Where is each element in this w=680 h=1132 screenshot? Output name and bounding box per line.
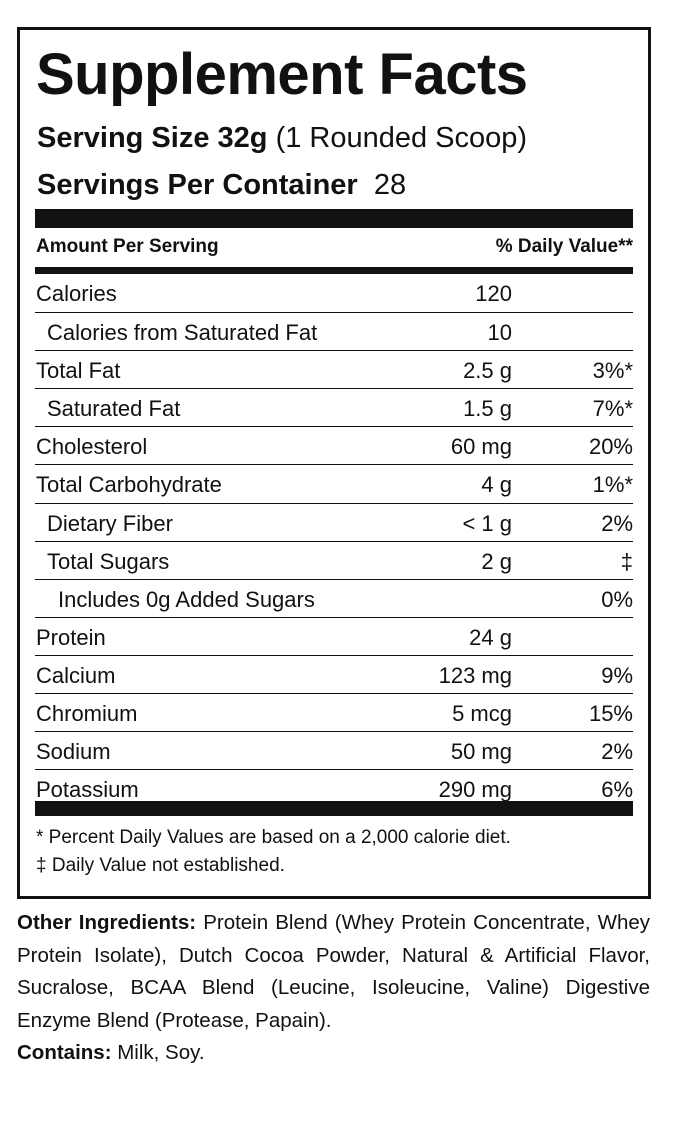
- nutrient-amount: 1.5 g: [463, 396, 512, 422]
- servings-value: 28: [373, 169, 407, 201]
- serving-size: Serving Size 32g (1 Rounded Scoop): [37, 124, 527, 153]
- nutrient-row: Chromium 5 mcg 15%: [35, 693, 633, 731]
- nutrient-name: Saturated Fat: [47, 396, 181, 422]
- nutrient-amount: 4 g: [481, 472, 512, 498]
- nutrient-amount: 5 mcg: [452, 701, 512, 727]
- nutrient-row: Cholesterol 60 mg 20%: [35, 426, 633, 464]
- other-ingredients: Other Ingredients: Protein Blend (Whey P…: [17, 907, 650, 1037]
- nutrient-row: Saturated Fat 1.5 g 7%*: [35, 388, 633, 426]
- nutrient-amount: < 1 g: [462, 510, 512, 536]
- nutrient-row: Sodium 50 mg 2%: [35, 731, 633, 769]
- nutrient-amount: 24 g: [469, 624, 512, 650]
- nutrient-amount: 50 mg: [450, 739, 512, 765]
- nutrient-name: Calories from Saturated Fat: [47, 320, 318, 346]
- divider-bar-header: [35, 267, 633, 274]
- nutrient-row: Calories from Saturated Fat 10: [35, 312, 633, 350]
- nutrient-row: Total Sugars 2 g ‡: [35, 540, 633, 579]
- nutrient-amount: 10: [487, 320, 512, 346]
- contains-label: Contains:: [17, 1041, 112, 1064]
- nutrient-row: Protein 24 g: [35, 616, 633, 655]
- nutrient-name: Dietary Fiber: [47, 510, 173, 536]
- serving-size-value: (1 Rounded Scoop): [275, 122, 528, 154]
- panel-title: Supplement Facts: [36, 42, 528, 107]
- nutrient-daily-value: 9%: [601, 662, 633, 688]
- other-ingredients-label: Other Ingredients:: [17, 911, 197, 934]
- supplement-facts-panel: Supplement Facts Serving Size 32g (1 Rou…: [17, 27, 651, 899]
- nutrient-amount: 60 mg: [450, 434, 512, 460]
- nutrient-row: Total Fat 2.5 g 3%*: [35, 350, 633, 388]
- nutrient-daily-value: ‡: [620, 548, 633, 574]
- nutrient-name: Includes 0g Added Sugars: [58, 586, 315, 612]
- nutrient-daily-value: 3%*: [592, 358, 633, 384]
- nutrient-name: Total Sugars: [47, 548, 170, 574]
- nutrient-row: Total Carbohydrate 4 g 1%*: [35, 464, 633, 502]
- other-ingredients-text: Protein Blend (Whey Protein Concentrate,…: [17, 911, 651, 1032]
- nutrient-name: Potassium: [36, 777, 139, 803]
- servings-label: Servings Per Container: [37, 169, 358, 201]
- nutrient-table: Calories 120 Calories from Saturated Fat 10…: [35, 274, 633, 807]
- nutrient-name: Total Carbohydrate: [36, 472, 222, 498]
- nutrient-daily-value: 6%: [601, 777, 633, 803]
- nutrient-name: Sodium: [36, 739, 111, 765]
- nutrient-daily-value: 2%: [601, 510, 633, 536]
- footnote-daily-values: * Percent Daily Values are based on a 2,…: [36, 827, 511, 848]
- nutrient-name: Chromium: [36, 701, 138, 727]
- nutrient-name: Calcium: [36, 662, 116, 688]
- nutrient-name: Calories: [36, 281, 117, 306]
- nutrient-daily-value: 0%: [601, 586, 633, 612]
- nutrient-amount: 2 g: [481, 548, 512, 574]
- nutrient-row: Potassium 290 mg 6%: [35, 769, 633, 807]
- serving-size-label: Serving Size 32g: [37, 122, 268, 154]
- divider-bar-top: [35, 209, 633, 228]
- nutrient-amount: 120: [475, 281, 512, 306]
- nutrient-row: Dietary Fiber < 1 g 2%: [35, 502, 633, 541]
- nutrient-row: Includes 0g Added Sugars 0%: [35, 578, 633, 617]
- nutrient-name: Cholesterol: [36, 434, 148, 460]
- nutrient-daily-value: 1%*: [592, 472, 633, 498]
- nutrient-daily-value: 2%: [601, 739, 633, 765]
- allergen-contains: Contains: Milk, Soy.: [17, 1037, 205, 1070]
- daily-value-label: % Daily Value**: [495, 236, 633, 257]
- contains-text: Milk, Soy.: [111, 1041, 205, 1064]
- nutrient-name: Total Fat: [36, 358, 121, 384]
- nutrient-daily-value: 20%: [588, 434, 633, 460]
- nutrient-row: Calories 120: [35, 274, 633, 312]
- nutrient-daily-value: 15%: [588, 701, 633, 727]
- nutrient-daily-value: 7%*: [592, 396, 633, 422]
- divider-bar-bottom: [35, 801, 633, 816]
- nutrient-row: Calcium 123 mg 9%: [35, 654, 633, 693]
- nutrient-name: Protein: [36, 624, 106, 650]
- nutrient-amount: 2.5 g: [463, 358, 512, 384]
- servings-per-container: Servings Per Container 28: [37, 171, 406, 200]
- nutrient-amount: 123 mg: [438, 662, 512, 688]
- amount-per-serving-label: Amount Per Serving: [36, 236, 219, 257]
- footnote-not-established: ‡ Daily Value not established.: [36, 855, 285, 876]
- nutrient-amount: 290 mg: [438, 777, 512, 803]
